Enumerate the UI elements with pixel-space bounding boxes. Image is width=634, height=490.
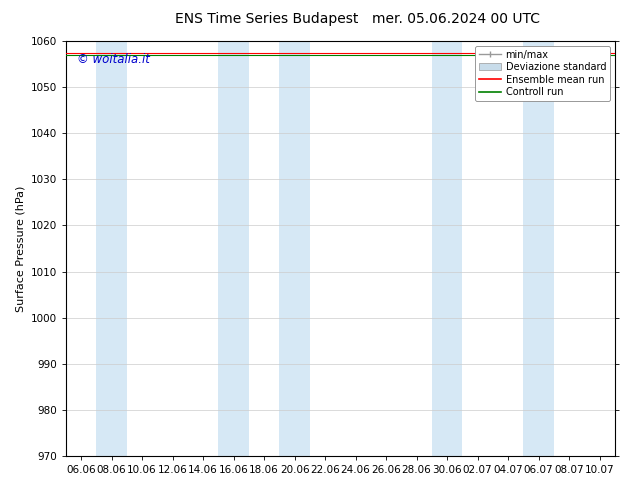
Bar — [280, 41, 310, 456]
Bar — [432, 41, 462, 456]
Text: mer. 05.06.2024 00 UTC: mer. 05.06.2024 00 UTC — [373, 12, 540, 26]
Bar — [523, 41, 554, 456]
Bar — [96, 41, 127, 456]
Text: © woitalia.it: © woitalia.it — [77, 53, 150, 67]
Bar — [218, 41, 249, 456]
Text: ENS Time Series Budapest: ENS Time Series Budapest — [174, 12, 358, 26]
Y-axis label: Surface Pressure (hPa): Surface Pressure (hPa) — [15, 185, 25, 312]
Legend: min/max, Deviazione standard, Ensemble mean run, Controll run: min/max, Deviazione standard, Ensemble m… — [476, 46, 610, 101]
